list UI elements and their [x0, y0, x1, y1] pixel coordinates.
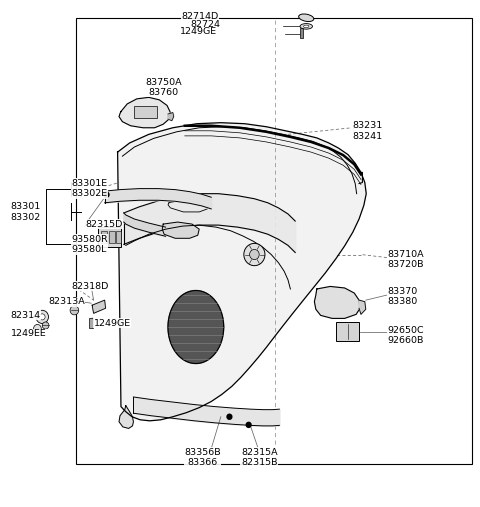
Text: 1249EE: 1249EE [11, 329, 46, 338]
Text: 83710A
83720B: 83710A 83720B [388, 250, 424, 269]
Circle shape [42, 322, 49, 329]
Polygon shape [168, 291, 224, 364]
Circle shape [34, 324, 41, 333]
Text: 83356B
83366: 83356B 83366 [184, 448, 221, 467]
Text: 82318D: 82318D [71, 282, 108, 291]
Circle shape [39, 314, 45, 320]
Polygon shape [119, 97, 170, 128]
Ellipse shape [299, 14, 314, 21]
Text: 82313A: 82313A [48, 297, 85, 306]
Bar [101, 231, 107, 243]
Polygon shape [162, 222, 199, 238]
Bar [109, 231, 115, 243]
Polygon shape [92, 300, 106, 313]
Circle shape [70, 306, 79, 315]
Ellipse shape [300, 24, 312, 29]
Text: 83370
83380: 83370 83380 [388, 287, 418, 306]
Polygon shape [168, 113, 174, 121]
Bar [300, 28, 303, 38]
Polygon shape [118, 123, 366, 421]
Circle shape [36, 310, 48, 323]
Polygon shape [119, 406, 133, 428]
Text: 83301
83302: 83301 83302 [11, 202, 41, 222]
Text: 83750A
83760: 83750A 83760 [145, 78, 181, 97]
Text: 82724: 82724 [191, 20, 221, 29]
Circle shape [244, 243, 265, 266]
Ellipse shape [304, 25, 309, 28]
Circle shape [104, 192, 109, 197]
Bar [76, 18, 472, 464]
Text: 93580R
93580L: 93580R 93580L [71, 235, 108, 254]
Text: 82314: 82314 [11, 311, 41, 320]
Polygon shape [314, 286, 360, 318]
Bar [336, 322, 359, 341]
Circle shape [250, 249, 259, 260]
Text: 92650C
92660B: 92650C 92660B [388, 326, 424, 345]
Polygon shape [359, 300, 366, 314]
Bar [134, 106, 157, 118]
Text: 82315A
82315B: 82315A 82315B [241, 448, 277, 467]
Text: 1249GE: 1249GE [180, 27, 217, 37]
Text: 1249GE: 1249GE [94, 319, 131, 328]
Text: 82714D: 82714D [181, 12, 218, 21]
Text: 83301E
83302E: 83301E 83302E [71, 179, 107, 198]
Bar [98, 227, 121, 247]
Bar [116, 231, 121, 243]
Bar [89, 318, 93, 328]
Circle shape [246, 422, 251, 427]
Text: 83231
83241: 83231 83241 [353, 121, 383, 140]
Text: 82315D: 82315D [85, 220, 122, 229]
Circle shape [227, 414, 232, 419]
